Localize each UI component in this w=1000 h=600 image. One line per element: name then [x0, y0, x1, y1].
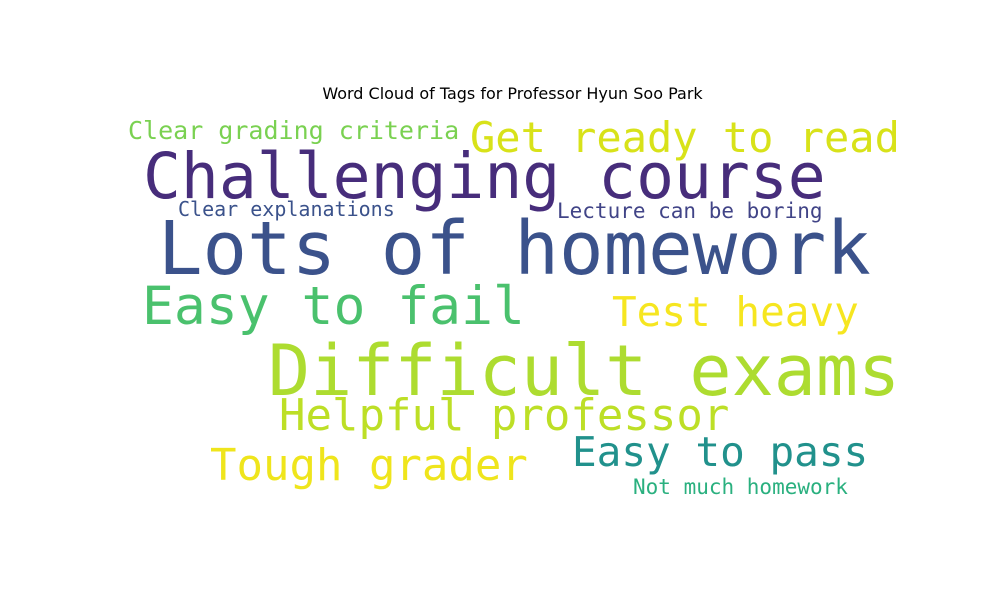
word-difficult-exams: Difficult exams — [268, 330, 901, 412]
word-helpful-professor: Helpful professor — [279, 390, 730, 441]
word-clear-grading-criteria: Clear grading criteria — [128, 116, 460, 145]
word-tough-grader: Tough grader — [210, 440, 528, 491]
word-lecture-can-be-boring: Lecture can be boring — [557, 199, 823, 223]
chart-title: Word Cloud of Tags for Professor Hyun So… — [322, 84, 703, 103]
word-test-heavy: Test heavy — [612, 288, 859, 336]
word-clear-explanations: Clear explanations — [178, 197, 395, 221]
word-challenging-course: Challenging course — [143, 140, 826, 213]
word-easy-to-fail: Easy to fail — [142, 276, 525, 337]
word-get-ready-to-read: Get ready to read — [470, 113, 900, 162]
word-lots-of-homework: Lots of homework — [158, 206, 871, 292]
word-not-much-homework: Not much homework — [633, 475, 848, 499]
word-easy-to-pass: Easy to pass — [572, 428, 869, 476]
